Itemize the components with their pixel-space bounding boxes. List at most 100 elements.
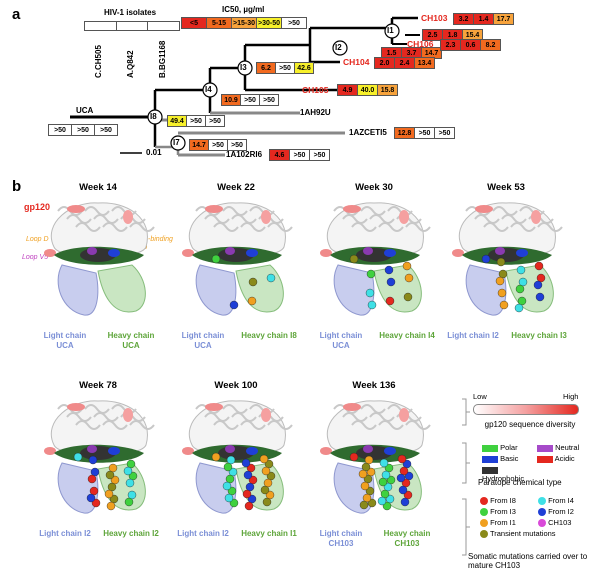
ic50-cell: >50 bbox=[309, 149, 330, 161]
structure-week-title: Week 136 bbox=[352, 380, 396, 391]
structure-panel: Week 136 Light chain CH103 Heavy chain CH1… bbox=[308, 380, 440, 560]
structure-panel: Week 100 Light chain I2 Heavy chain I1 bbox=[170, 380, 302, 560]
scale-bar-label: 0.01 bbox=[146, 148, 162, 157]
leaf-ch103-cells: 3.2 1.4 17.7 bbox=[453, 13, 514, 25]
isolates-title: HIV-1 isolates bbox=[104, 8, 157, 17]
mutation-legend-label: From I3 bbox=[488, 507, 516, 517]
structure-week-title: Week 14 bbox=[79, 182, 117, 193]
light-chain-label: Light chain UCA bbox=[43, 331, 87, 350]
heavy-chain-label: Heavy chain UCA bbox=[107, 331, 155, 350]
ic50-cell: 0.6 bbox=[460, 39, 481, 51]
ic50-cell: 2.3 bbox=[440, 39, 461, 51]
structure-render bbox=[182, 400, 293, 514]
structure-panel: Week 14 Light chain UCA Heavy chain UCA bbox=[32, 182, 164, 362]
paratope-swatch bbox=[482, 455, 498, 463]
loop-d-label: Loop D bbox=[26, 236, 49, 243]
mutation-legend-label: CH103 bbox=[546, 518, 572, 528]
ic50-cell: 10.9 bbox=[221, 94, 241, 106]
paratope-legend-item: Polar bbox=[482, 443, 537, 452]
leaf-1a102ri6-cells: 4.6 >50 >50 bbox=[269, 149, 330, 161]
leaf-ch106-cells: 2.3 0.6 8.2 bbox=[440, 39, 501, 51]
ic50-legend-item: >50 bbox=[281, 17, 307, 29]
ic50-cell: 2.0 bbox=[374, 57, 395, 69]
structure-panel: Week 53 Light chain I2 Heavy chain I3 bbox=[440, 182, 572, 362]
paratope-swatch bbox=[482, 444, 498, 452]
node-label-i4: I4 bbox=[205, 85, 212, 94]
node-label-i3: I3 bbox=[240, 63, 247, 72]
light-chain-label: Light chain UCA bbox=[181, 331, 225, 350]
mutation-legend-label: From I1 bbox=[488, 518, 516, 528]
structure-week-title: Week 78 bbox=[79, 380, 117, 391]
ic50-cell: 2.4 bbox=[394, 57, 415, 69]
leaf-name-ch106: CH106 bbox=[407, 39, 434, 49]
node-label-i7: I7 bbox=[173, 138, 180, 147]
ic50-cell: >50 bbox=[414, 127, 435, 139]
structure-week-title: Week 53 bbox=[487, 182, 525, 193]
structure-render bbox=[452, 202, 563, 316]
leaf-ch105-cells: 4.9 40.0 15.8 bbox=[337, 84, 398, 96]
heavy-chain-label: Heavy chain I2 bbox=[103, 529, 159, 538]
mutation-legend-item: From I2 bbox=[538, 507, 596, 517]
heavy-chain-label: Heavy chain I4 bbox=[379, 331, 435, 340]
leaf-2-cells: 2.5 1.8 15.4 bbox=[422, 29, 483, 41]
isolates-header-boxes bbox=[84, 21, 181, 31]
paratope-legend-label: Neutral bbox=[553, 443, 580, 452]
leaf-name-ch105: CH105 bbox=[302, 85, 329, 95]
structure-render bbox=[182, 202, 293, 316]
leaf-name-1ah92u: 1AH92U bbox=[300, 108, 331, 117]
light-chain-label: Light chain UCA bbox=[319, 331, 363, 350]
ic50-cell: >50 bbox=[48, 124, 72, 136]
ic50-cell: >50 bbox=[289, 149, 310, 161]
structure-render bbox=[320, 400, 431, 514]
ic50-cell: 4.6 bbox=[269, 149, 290, 161]
paratope-legend-item: Acidic bbox=[537, 454, 592, 463]
paratope-legend-label: Basic bbox=[498, 454, 519, 463]
structure-panel: Week 78 Light chain I2 Heavy chain I2 bbox=[32, 380, 164, 560]
structure-panel: Week 22 Light chain UCA Heavy chain I8 bbox=[170, 182, 302, 362]
mutation-legend-label: From I8 bbox=[488, 496, 516, 505]
ic50-cell: 8.2 bbox=[480, 39, 501, 51]
heavy-chain-label: Heavy chain I8 bbox=[241, 331, 297, 340]
mutation-legend-item: From I3 bbox=[480, 507, 538, 517]
i7-ic50-cells: 14.7 >50 >50 bbox=[189, 139, 247, 151]
ic50-cell: >50 bbox=[259, 94, 279, 106]
mutation-legend-item: From I1 bbox=[480, 518, 538, 528]
heavy-chain-label: Heavy chain I1 bbox=[241, 529, 297, 538]
uca-label: UCA bbox=[76, 106, 94, 115]
paratope-title: Paratope chemical type bbox=[478, 478, 562, 487]
i8-ic50-cells: 49.4 >50 >50 bbox=[167, 115, 225, 127]
loop-v5-label: Loop V5 bbox=[22, 254, 49, 261]
legend: Low High gp120 sequence diversity bbox=[465, 392, 595, 429]
mutation-dot bbox=[538, 519, 546, 528]
structure-render bbox=[44, 202, 155, 316]
gp120-label: gp120 bbox=[24, 202, 51, 212]
ic50-cell: >50 bbox=[275, 62, 295, 74]
ic50-cell: >50 bbox=[208, 139, 228, 151]
ic50-title: IC50, µg/ml bbox=[222, 5, 265, 14]
panel-a-letter: a bbox=[12, 6, 21, 23]
panel-b-letter: b bbox=[12, 178, 22, 195]
mutation-legend-label: From I2 bbox=[546, 507, 574, 517]
ic50-cell: 49.4 bbox=[167, 115, 187, 127]
mutation-legend-item: Transient mutations bbox=[480, 529, 596, 539]
ic50-legend-item: <5 bbox=[181, 17, 207, 29]
paratope-swatch bbox=[537, 444, 553, 452]
node-label-i2: I2 bbox=[335, 43, 342, 52]
i3-ic50-cells: 6.2 >50 42.6 bbox=[256, 62, 314, 74]
paratope-legend: Polar Neutral Basic Acidic Hydrophobic bbox=[482, 443, 592, 483]
light-chain-label: Light chain I2 bbox=[39, 529, 91, 538]
heavy-chain-label: Heavy chain CH103 bbox=[383, 529, 431, 548]
ic50-cell: 6.2 bbox=[256, 62, 276, 74]
mutation-legend-label: From I4 bbox=[546, 496, 574, 505]
diversity-high-label: High bbox=[563, 392, 579, 401]
ic50-cell: >50 bbox=[94, 124, 118, 136]
ic50-legend-item: 5-15 bbox=[206, 17, 232, 29]
leaf-1azceti5-cells: 12.8 >50 >50 bbox=[394, 127, 455, 139]
uca-ic50-cells: >50 >50 >50 bbox=[48, 124, 118, 136]
mutation-title: Somatic mutations carried over to mature… bbox=[468, 552, 588, 570]
light-chain-label: Light chain I2 bbox=[447, 331, 499, 340]
light-chain-label: Light chain CH103 bbox=[319, 529, 363, 548]
mutation-dot bbox=[538, 508, 546, 517]
mutation-dot bbox=[480, 497, 488, 506]
mutation-dot bbox=[480, 530, 488, 539]
